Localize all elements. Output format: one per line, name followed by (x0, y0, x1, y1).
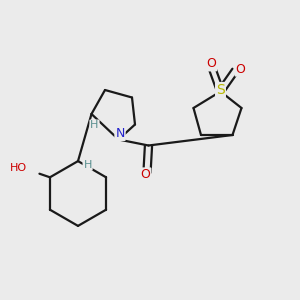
Text: O: O (206, 57, 216, 70)
Text: O: O (236, 63, 245, 76)
Text: H: H (90, 120, 99, 130)
Text: S: S (216, 83, 225, 97)
Text: N: N (115, 127, 125, 140)
Text: H: H (83, 160, 92, 170)
Text: HO: HO (9, 163, 26, 173)
Text: O: O (141, 168, 150, 182)
